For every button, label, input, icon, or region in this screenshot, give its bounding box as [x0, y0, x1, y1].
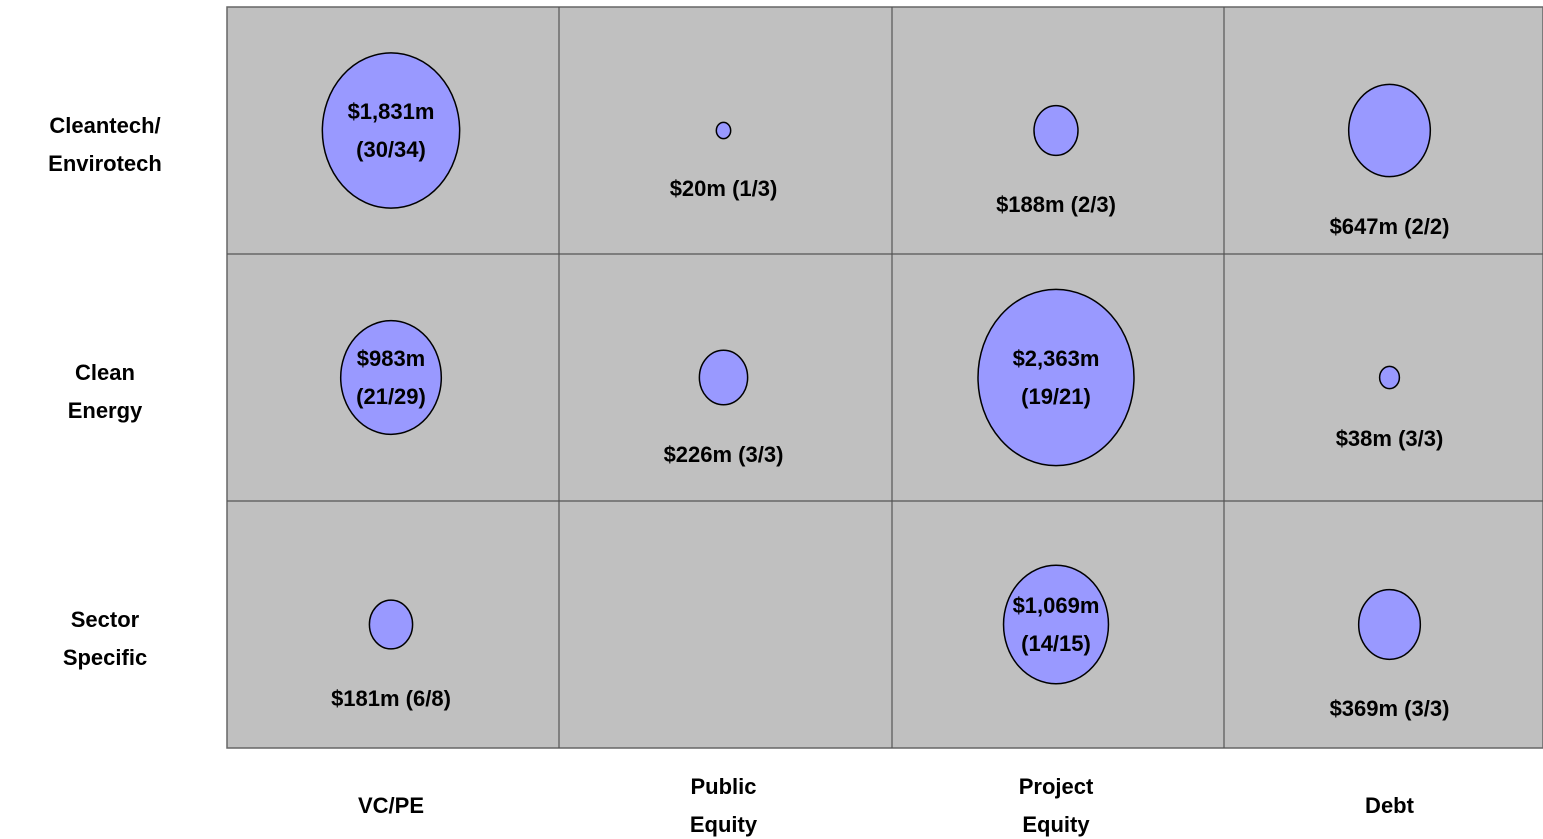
- x-category-label: Project Equity: [1018, 774, 1094, 837]
- bubble: [321, 52, 461, 209]
- data-label: $226m (3/3): [663, 441, 784, 467]
- row-label: Sector Specific: [62, 606, 148, 670]
- x-category-label: VC/PE: [357, 793, 425, 818]
- data-label: $369m (3/3): [1329, 696, 1450, 722]
- row-label: Cleantech/ Envirotech: [48, 112, 162, 176]
- bubble: [368, 599, 414, 650]
- data-label: $20m (1/3): [669, 175, 778, 201]
- bubble: [1033, 104, 1079, 157]
- data-label: $38m (3/3): [1335, 425, 1444, 451]
- data-label: $983m (21/29): [356, 345, 426, 409]
- x-category-label: Public Equity: [689, 774, 758, 837]
- bubble: [1378, 365, 1401, 390]
- data-label: $188m (2/3): [996, 192, 1116, 218]
- data-label: $1,831m (30/34): [347, 98, 435, 162]
- row-label: Clean Energy: [67, 359, 143, 423]
- data-label: $181m (6/8): [331, 685, 451, 711]
- bubble: [1357, 588, 1422, 661]
- data-label: $2,363m (19/21): [1012, 345, 1100, 409]
- bubble: [1002, 564, 1110, 685]
- bubble: [977, 288, 1135, 467]
- bubble: [339, 319, 443, 436]
- bubble: [698, 349, 749, 406]
- data-label: $1,069m (14/15): [1012, 592, 1100, 656]
- data-label: $647m (2/2): [1329, 213, 1450, 239]
- bubble: [715, 121, 732, 140]
- bubble: [1347, 83, 1432, 178]
- x-category-label: Debt: [1365, 793, 1414, 818]
